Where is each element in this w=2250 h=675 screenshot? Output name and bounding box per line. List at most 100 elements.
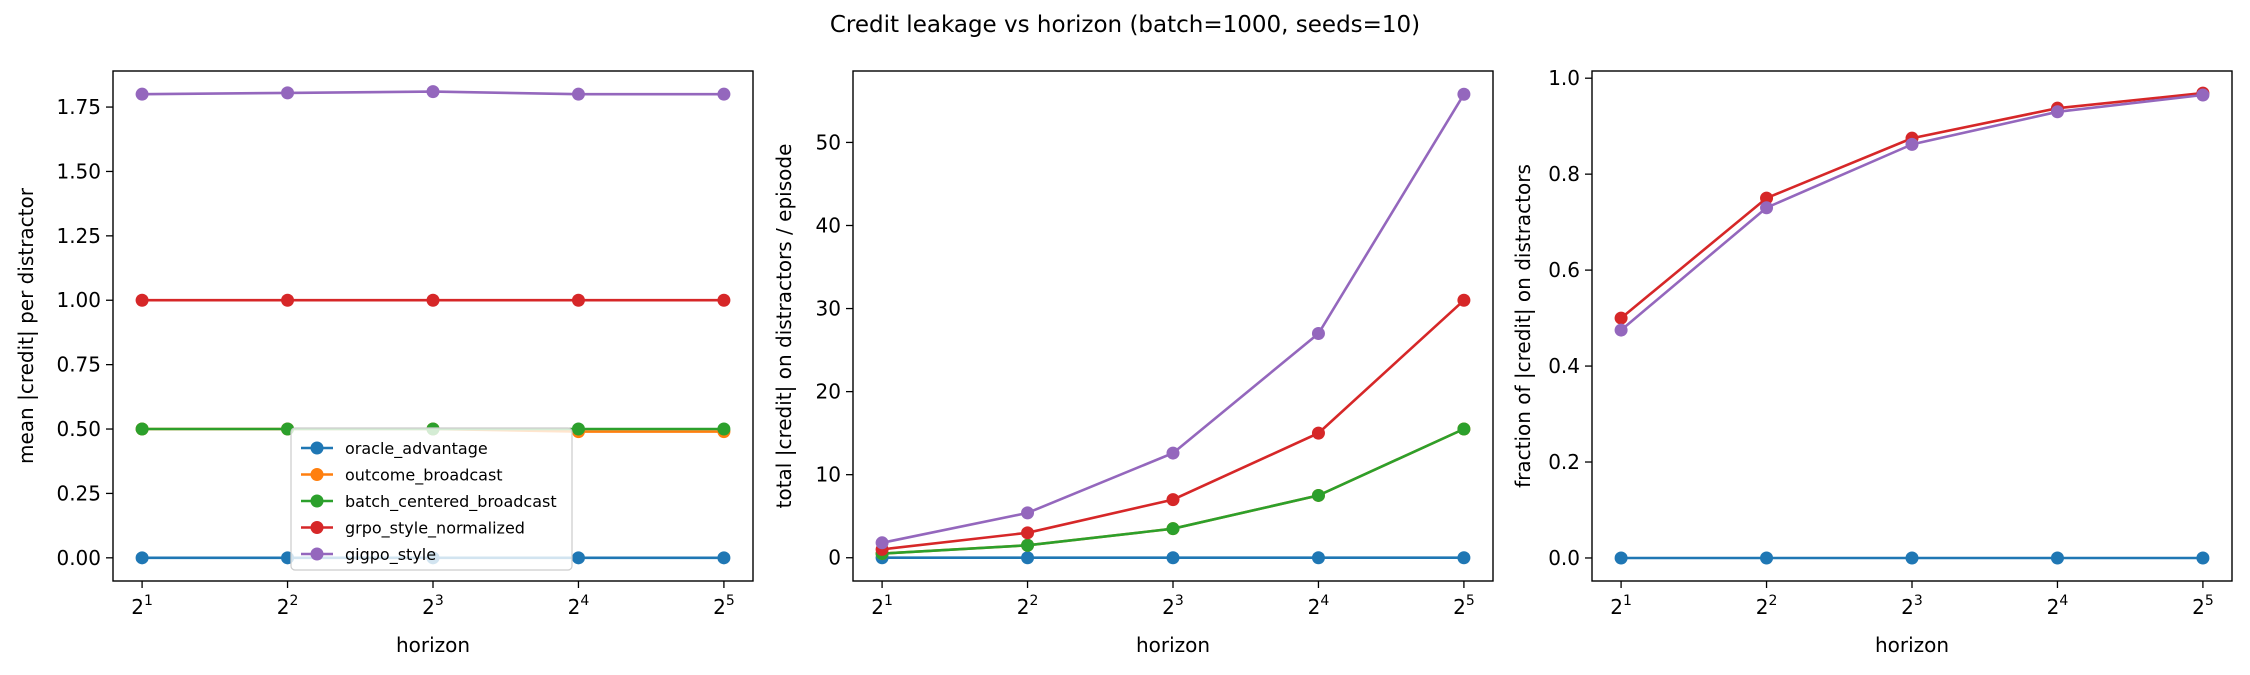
data-point-gigpo_style: [1905, 137, 1919, 151]
series-line-grpo_style_normalized: [1620, 91, 2204, 320]
data-point-oracle_advantage: [571, 551, 585, 565]
data-point-grpo_style_normalized: [1021, 526, 1035, 540]
legend-label: grpo_style_normalized: [345, 519, 525, 539]
data-point-batch_centered_broadcast: [571, 422, 585, 436]
data-point-gigpo_style: [1457, 87, 1471, 101]
y-axis-label: total |credit| on distractors / episode: [772, 144, 796, 509]
data-point-gigpo_style: [1311, 326, 1325, 340]
data-point-oracle_advantage: [2196, 551, 2210, 565]
y-tick-label: 0.4: [1548, 354, 1580, 378]
data-point-oracle_advantage: [1905, 551, 1919, 565]
x-axis-label: horizon: [1875, 633, 1949, 657]
axes-frame: [1591, 70, 2233, 582]
y-tick-label: 1.0: [1548, 66, 1580, 90]
x-tick-label: 24: [568, 593, 590, 619]
data-point-oracle_advantage: [1457, 551, 1471, 565]
data-point-grpo_style_normalized: [1457, 293, 1471, 307]
legend-label: gigpo_style: [345, 545, 436, 565]
y-tick-label: 0.00: [56, 546, 101, 570]
data-point-gigpo_style: [426, 85, 440, 99]
legend-swatch-marker: [310, 521, 324, 534]
data-point-oracle_advantage: [1021, 551, 1035, 565]
axes-frame: [112, 70, 754, 582]
series-line-gigpo_style: [881, 93, 1466, 545]
x-tick-label: 21: [131, 593, 153, 619]
y-tick-label: 0.8: [1548, 162, 1580, 186]
y-tick-label: 50: [816, 130, 841, 154]
x-tick-label: 24: [2047, 593, 2069, 619]
y-tick-label: 1.75: [56, 95, 101, 119]
data-point-gigpo_style: [1614, 323, 1628, 337]
data-point-grpo_style_normalized: [135, 293, 149, 307]
y-tick-label: 1.00: [56, 288, 101, 312]
x-tick-label: 21: [871, 593, 893, 619]
data-point-oracle_advantage: [1614, 551, 1628, 565]
y-tick-label: 40: [816, 213, 841, 237]
data-point-batch_centered_broadcast: [1021, 538, 1035, 552]
data-point-batch_centered_broadcast: [1311, 488, 1325, 502]
x-tick-label: 22: [277, 593, 299, 619]
data-point-batch_centered_broadcast: [135, 422, 149, 436]
x-tick-label: 21: [1610, 593, 1632, 619]
y-tick-label: 0.75: [56, 353, 101, 377]
data-point-grpo_style_normalized: [571, 293, 585, 307]
legend-swatch-marker: [310, 468, 324, 481]
data-point-oracle_advantage: [2050, 551, 2064, 565]
data-point-grpo_style_normalized: [1614, 311, 1628, 325]
data-point-gigpo_style: [875, 536, 889, 550]
x-tick-label: 22: [1017, 593, 1039, 619]
x-tick-label: 23: [422, 593, 444, 619]
legend-label: batch_centered_broadcast: [345, 492, 557, 512]
y-tick-label: 0.6: [1548, 258, 1580, 282]
axes-frame: [852, 70, 1494, 582]
x-tick-label: 25: [713, 593, 735, 619]
x-tick-label: 23: [1901, 593, 1923, 619]
y-tick-label: 1.25: [56, 224, 101, 248]
legend-label: oracle_advantage: [345, 439, 488, 459]
panel-3: 21 22 23 24 25 0.0 0.2 0.4 0.6 0.8 1.0 horizon fract…: [1511, 66, 2233, 657]
x-axis-label: horizon: [1136, 633, 1210, 657]
y-tick-label: 0.50: [56, 417, 101, 441]
panel-2: 21 22 23 24 25 0 10 20 30 40 50 horizon total |credi…: [772, 70, 1494, 657]
y-tick-label: 0.2: [1548, 450, 1580, 474]
data-point-grpo_style_normalized: [426, 293, 440, 307]
data-point-oracle_advantage: [1166, 551, 1180, 565]
data-point-gigpo_style: [135, 87, 149, 101]
y-axis-label: fraction of |credit| on distractors: [1511, 164, 1535, 488]
data-point-grpo_style_normalized: [1166, 493, 1180, 507]
data-point-oracle_advantage: [717, 551, 731, 565]
figure-title: Credit leakage vs horizon (batch=1000, s…: [830, 12, 1420, 38]
y-tick-label: 0.0: [1548, 546, 1580, 570]
data-point-batch_centered_broadcast: [1166, 522, 1180, 536]
data-point-gigpo_style: [281, 86, 295, 100]
data-point-gigpo_style: [2050, 105, 2064, 119]
data-point-oracle_advantage: [1760, 551, 1774, 565]
data-point-oracle_advantage: [1311, 551, 1325, 565]
data-point-grpo_style_normalized: [1311, 426, 1325, 440]
y-tick-label: 10: [816, 463, 841, 487]
data-point-oracle_advantage: [135, 551, 149, 565]
data-point-gigpo_style: [2196, 88, 2210, 102]
x-tick-label: 25: [1453, 593, 1475, 619]
series-line-gigpo_style: [1620, 93, 2204, 332]
data-point-gigpo_style: [717, 87, 731, 101]
x-tick-label: 25: [2192, 593, 2214, 619]
x-tick-label: 23: [1162, 593, 1184, 619]
y-tick-label: 30: [816, 297, 841, 321]
x-tick-label: 22: [1756, 593, 1778, 619]
y-tick-label: 0: [828, 546, 841, 570]
data-point-gigpo_style: [1166, 446, 1180, 460]
legend-label: outcome_broadcast: [345, 466, 503, 486]
legend-swatch-marker: [310, 494, 324, 508]
data-point-batch_centered_broadcast: [1457, 422, 1471, 436]
data-point-grpo_style_normalized: [717, 293, 731, 307]
data-point-batch_centered_broadcast: [717, 422, 731, 436]
data-point-gigpo_style: [1760, 201, 1774, 215]
y-axis-label: mean |credit| per distractor: [14, 187, 38, 464]
data-point-gigpo_style: [571, 87, 585, 101]
data-point-gigpo_style: [1021, 506, 1035, 520]
legend-swatch-marker: [310, 547, 324, 561]
legend-swatch-marker: [310, 441, 324, 455]
y-tick-label: 0.25: [56, 481, 101, 505]
